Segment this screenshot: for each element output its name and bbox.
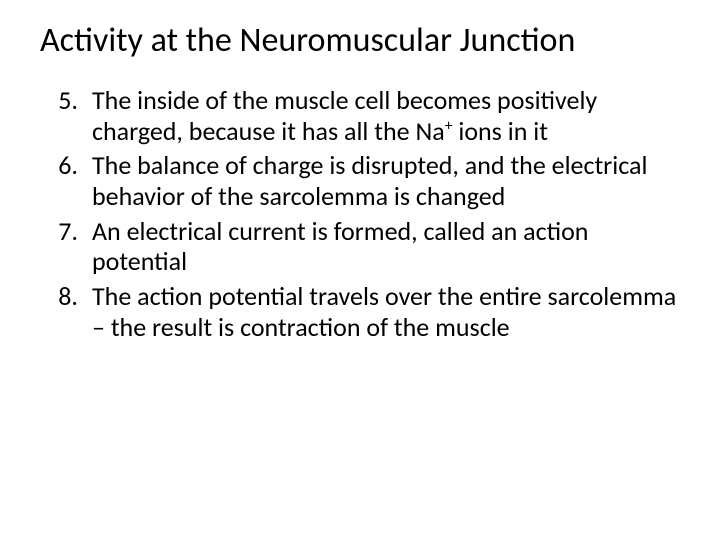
item-number: 7. (40, 216, 92, 277)
item-number: 5. (40, 85, 92, 146)
item-text: The inside of the muscle cell becomes po… (92, 85, 680, 146)
item-text: The balance of charge is disrupted, and … (92, 150, 680, 211)
item-text: The action potential travels over the en… (92, 281, 680, 342)
page-title: Activity at the Neuromuscular Junction (40, 20, 680, 61)
list-item: 6. The balance of charge is disrupted, a… (40, 150, 680, 211)
item-text: An electrical current is formed, called … (92, 216, 680, 277)
item-number: 6. (40, 150, 92, 211)
numbered-list: 5. The inside of the muscle cell becomes… (40, 85, 680, 342)
item-number: 8. (40, 281, 92, 342)
list-item: 5. The inside of the muscle cell becomes… (40, 85, 680, 146)
list-item: 8. The action potential travels over the… (40, 281, 680, 342)
list-item: 7. An electrical current is formed, call… (40, 216, 680, 277)
